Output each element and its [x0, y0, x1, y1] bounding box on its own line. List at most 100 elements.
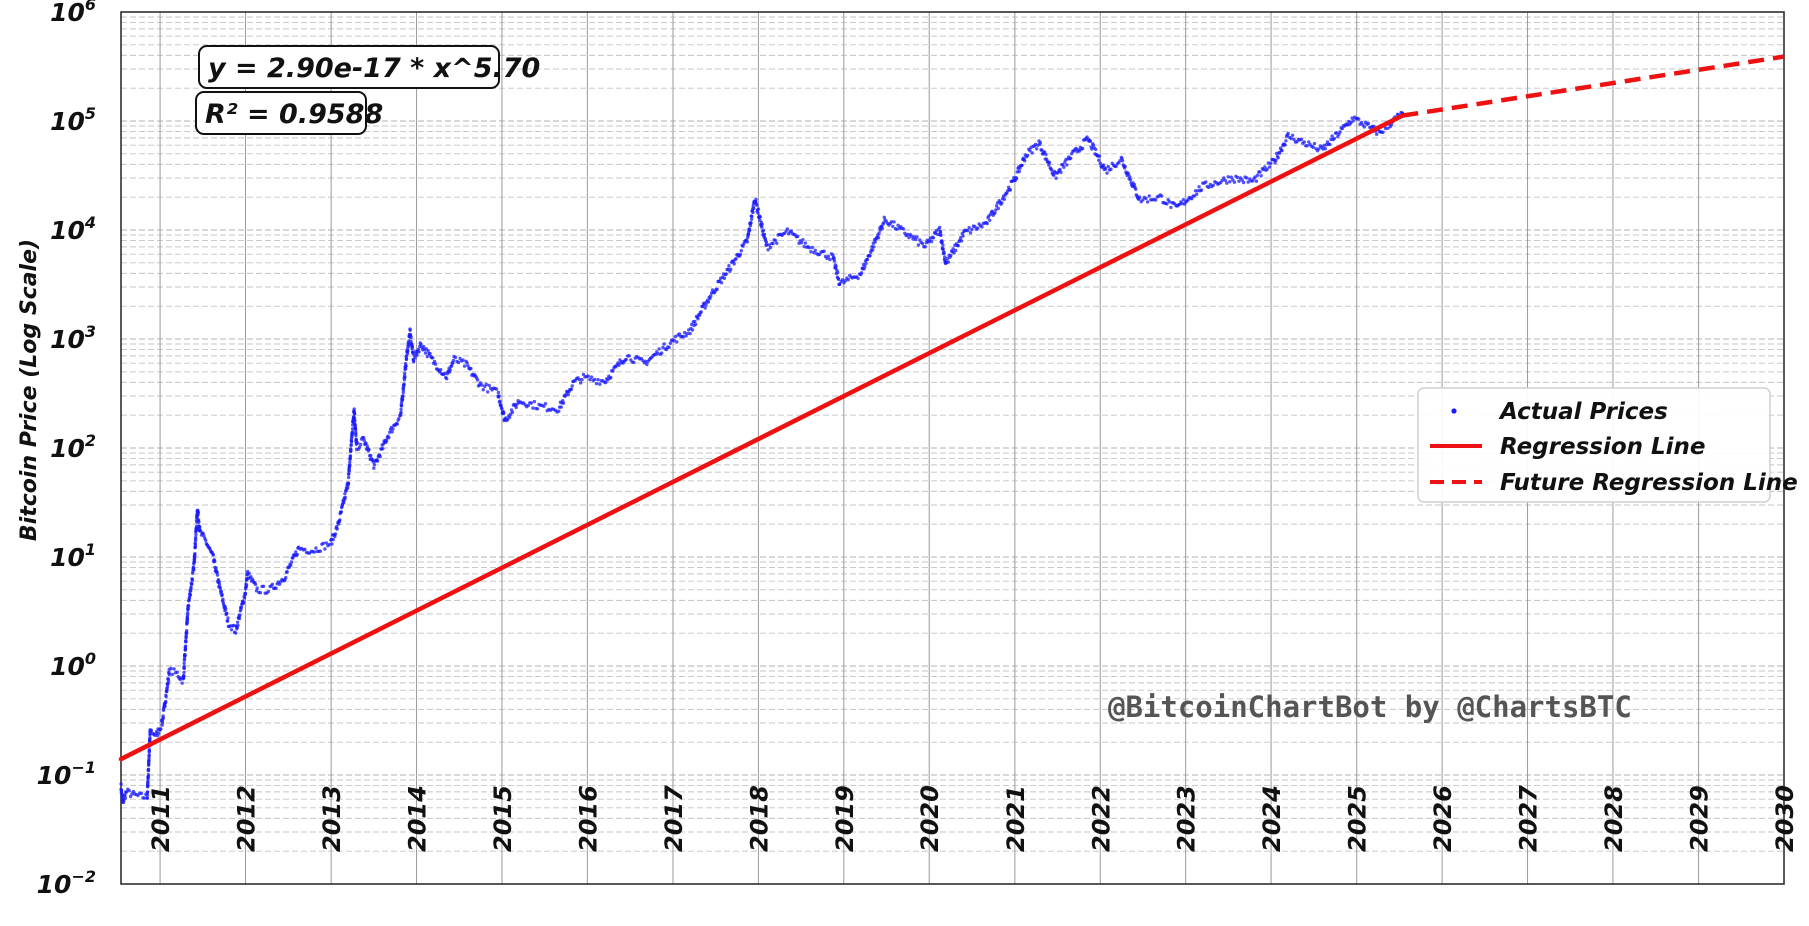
price-point	[1069, 156, 1073, 160]
price-point	[764, 240, 769, 244]
price-point	[968, 231, 973, 235]
price-point	[410, 344, 415, 348]
price-point	[810, 245, 815, 250]
price-point	[390, 430, 394, 434]
price-point	[142, 796, 147, 800]
price-point	[596, 378, 600, 382]
price-point	[364, 441, 368, 445]
price-point	[836, 270, 840, 275]
price-point	[1062, 165, 1066, 169]
price-point	[832, 259, 837, 263]
x-tick-label: 2015	[489, 785, 517, 852]
price-point	[1035, 147, 1039, 151]
price-point	[727, 264, 731, 268]
price-point	[1229, 175, 1234, 179]
price-point	[598, 382, 602, 386]
price-point	[1022, 159, 1027, 163]
price-point	[500, 407, 504, 411]
price-point	[750, 214, 754, 219]
price-point	[349, 448, 353, 452]
price-point	[688, 331, 692, 336]
y-tick-label: 10−2	[37, 867, 96, 899]
price-point	[146, 773, 151, 777]
price-point	[481, 388, 485, 392]
price-point	[856, 276, 860, 281]
price-point	[980, 225, 984, 229]
price-point	[237, 616, 242, 621]
price-point	[694, 322, 698, 327]
price-point	[188, 593, 193, 597]
price-point	[826, 254, 831, 259]
price-point	[186, 604, 191, 608]
x-tick-label: 2014	[404, 785, 432, 852]
regression-line	[118, 113, 1405, 762]
price-point	[801, 238, 805, 242]
price-point	[1225, 181, 1229, 185]
x-tick-label: 2029	[1686, 785, 1714, 852]
price-point	[372, 463, 377, 467]
price-point	[183, 647, 188, 651]
price-point	[229, 628, 234, 632]
price-point	[1080, 146, 1085, 151]
price-point	[535, 407, 540, 411]
price-point	[475, 378, 480, 382]
y-axis-ticks: 10−2 10−1 100 101 102 103 104 105 106	[37, 0, 96, 899]
price-point	[673, 334, 678, 339]
price-point	[1008, 188, 1012, 192]
price-point	[706, 300, 711, 304]
x-tick-label: 2020	[916, 785, 944, 852]
price-point	[909, 234, 914, 238]
price-point	[385, 438, 389, 443]
y-tick-label: 106	[50, 0, 96, 27]
x-tick-label: 2025	[1344, 785, 1372, 852]
price-point	[864, 261, 868, 266]
price-point	[531, 406, 535, 410]
price-point	[236, 623, 240, 628]
price-point	[184, 640, 188, 644]
price-point	[767, 243, 771, 247]
price-point	[453, 355, 458, 360]
price-point	[183, 644, 188, 648]
price-point	[243, 591, 248, 595]
price-point	[662, 342, 666, 346]
price-point	[704, 303, 708, 307]
price-point	[577, 377, 581, 382]
price-point	[289, 560, 294, 564]
price-point	[270, 582, 275, 586]
price-point	[242, 600, 246, 604]
price-point	[1126, 172, 1131, 176]
price-point	[166, 679, 171, 683]
price-point	[708, 296, 712, 301]
price-point	[1323, 147, 1328, 151]
price-point	[1241, 180, 1246, 185]
price-point	[1302, 140, 1307, 144]
price-point	[161, 716, 165, 720]
price-point	[993, 211, 997, 215]
price-point	[891, 224, 895, 229]
price-point	[225, 611, 229, 616]
price-point	[896, 223, 900, 227]
price-point	[994, 208, 998, 212]
price-point	[211, 553, 215, 557]
x-tick-label: 2027	[1515, 785, 1543, 852]
price-point	[1259, 174, 1263, 178]
price-point	[401, 388, 406, 392]
price-point	[660, 351, 664, 355]
price-point	[1317, 147, 1321, 151]
price-point	[1351, 119, 1355, 123]
price-point	[677, 332, 682, 336]
price-point	[408, 328, 412, 332]
price-point	[644, 359, 648, 363]
price-point	[803, 241, 808, 245]
price-point	[1045, 157, 1049, 161]
price-point	[775, 241, 779, 245]
price-point	[1147, 194, 1151, 198]
x-tick-label: 2023	[1173, 785, 1201, 852]
price-point	[502, 411, 506, 415]
price-point	[760, 222, 764, 227]
price-point	[399, 407, 403, 412]
price-point	[745, 240, 750, 244]
price-point	[1265, 167, 1269, 171]
price-point	[324, 541, 329, 545]
price-point	[303, 547, 307, 551]
